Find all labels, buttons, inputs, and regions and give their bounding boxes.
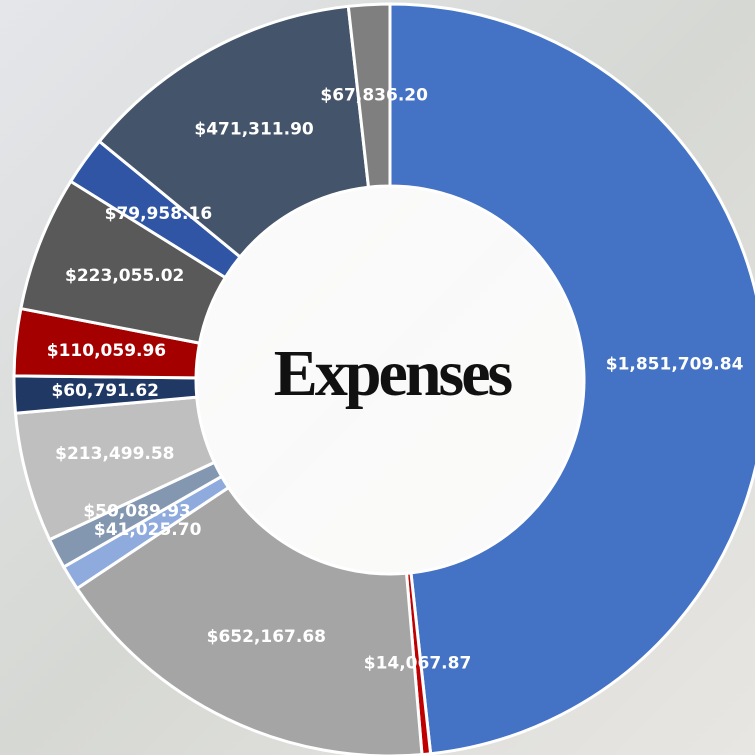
data-label: $652,167.68 (207, 627, 326, 647)
labels: $1,851,709.84 $14,067.87 $652,167.68 $41,02… (47, 85, 744, 673)
chart-title: Expenses (274, 337, 513, 410)
donut-hole (196, 186, 584, 574)
data-label: $50,089.93 (83, 501, 191, 521)
data-label: $14,067.87 (364, 654, 472, 674)
data-label: $60,791.62 (51, 381, 159, 401)
data-label: $471,311.90 (194, 120, 314, 140)
data-label: $110,059.96 (47, 341, 166, 361)
data-label: $1,851,709.84 (606, 355, 744, 375)
data-label: $67,836.20 (320, 85, 428, 105)
data-label: $79,958.16 (105, 204, 213, 224)
data-label: $223,055.02 (65, 266, 184, 286)
data-label: $41,025.70 (94, 520, 202, 540)
data-label: $213,499.58 (55, 444, 174, 464)
